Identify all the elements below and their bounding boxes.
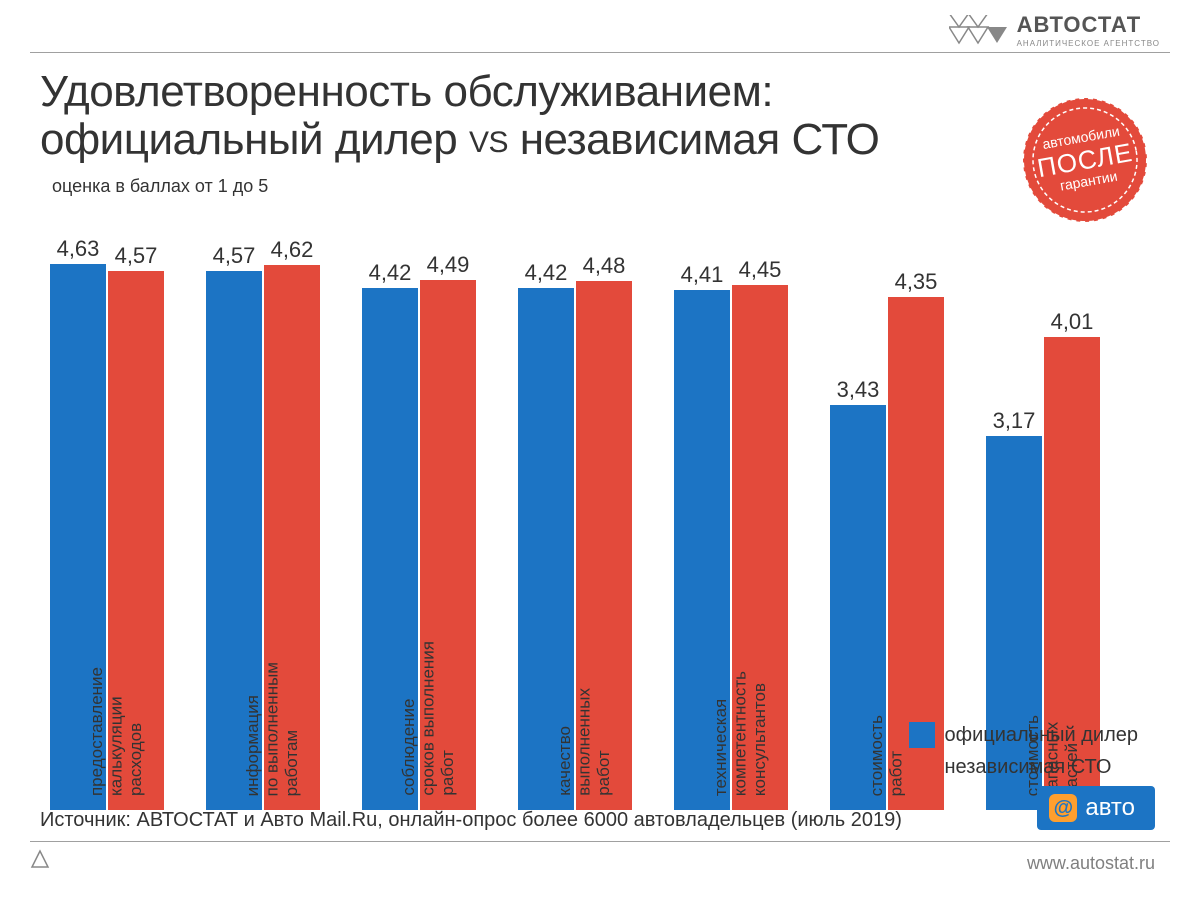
category-label: соблюдение сроков выполнения работ	[399, 641, 458, 796]
logo-subtitle: АНАЛИТИЧЕСКОЕ АГЕНТСТВО	[1017, 39, 1160, 48]
bar-value-label: 4,49	[427, 252, 470, 278]
bar-value-label: 4,35	[895, 269, 938, 295]
title-line2-a: официальный дилер	[40, 115, 457, 164]
category-label: качество выполненных работ	[555, 688, 614, 796]
logo-autostat: АВТОСТАТ АНАЛИТИЧЕСКОЕ АГЕНТСТВО	[949, 12, 1160, 48]
legend-label-dealer: официальный дилер	[945, 724, 1139, 747]
legend-swatch-dealer	[909, 722, 935, 748]
avto-at-icon: @	[1049, 794, 1077, 822]
bar-group: 4,41 4,45 техническая компетентность консу…	[674, 257, 788, 810]
legend: официальный дилер независимая СТО	[909, 716, 1139, 780]
footer-divider	[30, 841, 1170, 842]
bar-group: 4,42 4,49 соблюдение сроков выполнения раб…	[362, 252, 476, 810]
bar-value-label: 4,42	[525, 260, 568, 286]
bar-value-label: 4,41	[681, 262, 724, 288]
legend-label-independent: независимая СТО	[945, 756, 1112, 779]
bar-value-label: 4,01	[1051, 309, 1094, 335]
bar-value-label: 3,43	[837, 377, 880, 403]
logo-text: АВТОСТАТ	[1017, 12, 1160, 38]
legend-swatch-independent	[909, 754, 935, 780]
source-text: Источник: АВТОСТАТ и Авто Mail.Ru, онлай…	[40, 809, 902, 832]
legend-item-independent: независимая СТО	[909, 754, 1139, 780]
bar-value-label: 4,42	[369, 260, 412, 286]
bar-value-label: 4,48	[583, 253, 626, 279]
site-url: www.autostat.ru	[1027, 853, 1155, 874]
avto-badge-text: авто	[1085, 794, 1135, 822]
title-line1: Удовлетворенность обслуживанием:	[40, 68, 879, 116]
bar-value-label: 4,62	[271, 237, 314, 263]
category-label: информация по выполненным работам	[243, 662, 302, 796]
bar-value-label: 4,45	[739, 257, 782, 283]
title-vs: VS	[469, 126, 508, 159]
chart-subtitle: оценка в баллах от 1 до 5	[52, 176, 268, 197]
logo-icon	[949, 15, 1009, 45]
bar-group: 4,57 4,62 информация по выполненным работа…	[206, 237, 320, 810]
bar-group: 4,63 4,57 предоставление калькуляции расхо…	[50, 236, 164, 810]
category-label: предоставление калькуляции расходов	[87, 667, 146, 796]
category-label: стоимость работ	[867, 715, 906, 796]
bar-value-label: 4,63	[57, 236, 100, 262]
legend-item-dealer: официальный дилер	[909, 722, 1139, 748]
header-divider	[30, 52, 1170, 53]
category-label: техническая компетентность консультантов	[711, 671, 770, 796]
bar-group: 4,42 4,48 качество выполненных работ	[518, 253, 632, 810]
title-line2-b: независимая СТО	[520, 115, 880, 164]
bar-value-label: 4,57	[213, 243, 256, 269]
chart-title: Удовлетворенность обслуживанием: официал…	[40, 68, 879, 165]
bar-value-label: 4,57	[115, 243, 158, 269]
corner-triangle-icon	[30, 849, 50, 874]
avto-badge: @ авто	[1037, 786, 1155, 830]
bar-value-label: 3,17	[993, 408, 1036, 434]
